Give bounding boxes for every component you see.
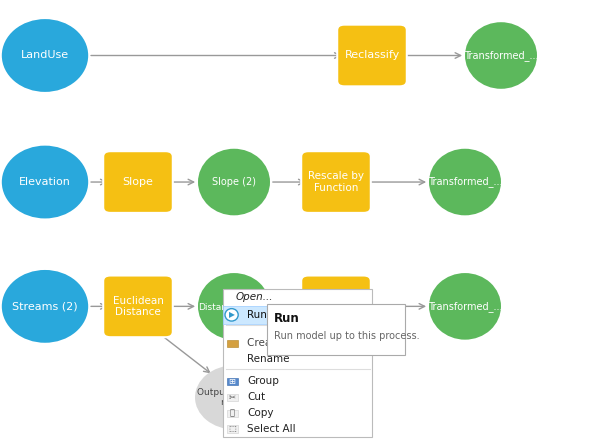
Text: Create Label: Create Label [247,338,313,348]
FancyBboxPatch shape [227,394,238,401]
Text: Run: Run [247,310,267,320]
FancyBboxPatch shape [103,275,173,337]
Text: Slope (2): Slope (2) [212,177,256,187]
Text: Copy: Copy [247,408,274,418]
FancyBboxPatch shape [301,151,371,213]
Ellipse shape [198,149,270,215]
Ellipse shape [2,19,88,92]
Text: ▶: ▶ [229,310,235,319]
Text: Run model up to this process.: Run model up to this process. [274,331,420,341]
Text: Cut: Cut [247,392,265,402]
Ellipse shape [465,22,537,89]
Text: ⬚: ⬚ [228,424,236,433]
Ellipse shape [429,273,501,340]
Text: ⧉: ⧉ [230,408,235,417]
Text: Run: Run [274,312,300,325]
FancyBboxPatch shape [227,340,238,347]
Text: Transformed_...: Transformed_... [428,301,502,312]
Text: LandUse: LandUse [21,51,69,60]
FancyBboxPatch shape [223,306,372,324]
Text: Distance_Stre...: Distance_Stre... [199,302,269,311]
Ellipse shape [198,273,270,340]
Text: Elevation: Elevation [19,177,71,187]
FancyBboxPatch shape [227,378,238,385]
FancyBboxPatch shape [301,275,371,337]
Ellipse shape [225,309,238,321]
Text: Euclidean
Distance: Euclidean Distance [113,296,163,317]
Text: Reclassify: Reclassify [344,51,400,60]
FancyBboxPatch shape [223,289,372,437]
Text: Output direction
raster: Output direction raster [197,388,271,407]
Text: Rescale by
Function (2): Rescale by Function (2) [307,296,365,317]
Ellipse shape [2,270,88,343]
Text: Rescale by
Function: Rescale by Function [308,171,364,193]
Ellipse shape [2,146,88,218]
Text: Slope: Slope [122,177,154,187]
Text: Rename: Rename [247,353,290,364]
FancyBboxPatch shape [227,425,238,432]
FancyBboxPatch shape [267,304,405,355]
Text: ✂: ✂ [229,392,236,401]
Text: Transformed_...: Transformed_... [428,177,502,187]
Text: Streams (2): Streams (2) [12,301,78,311]
Text: Group: Group [247,377,279,386]
FancyBboxPatch shape [227,410,238,417]
Text: Transformed_...: Transformed_... [464,50,538,61]
FancyBboxPatch shape [337,25,407,86]
Text: ⊞: ⊞ [229,377,236,386]
Ellipse shape [195,365,273,429]
Text: Select All: Select All [247,424,296,434]
Text: Open...: Open... [235,292,273,302]
Ellipse shape [429,149,501,215]
FancyBboxPatch shape [103,151,173,213]
